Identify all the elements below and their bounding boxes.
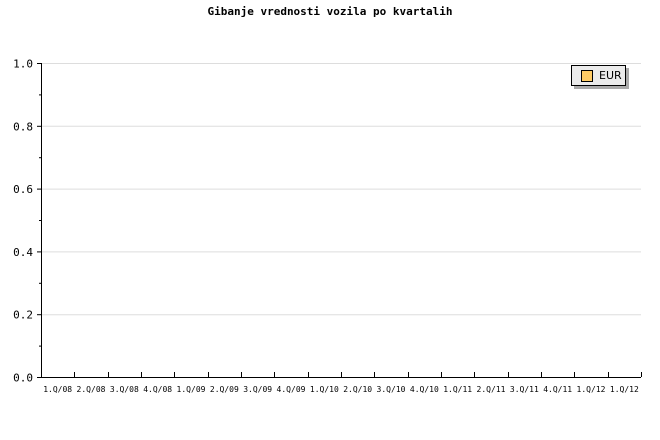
x-tick-label: 1.Q/09 [177, 385, 206, 394]
x-tick-label: 1.Q/11 [443, 385, 472, 394]
y-tick-label: 0.4 [13, 246, 33, 259]
y-tick-label: 0.0 [13, 372, 33, 385]
x-tick-label: 3.Q/11 [510, 385, 539, 394]
x-tick-label: 2.Q/10 [343, 385, 372, 394]
y-tick-label: 0.8 [13, 120, 33, 133]
x-tick-label: 3.Q/10 [377, 385, 406, 394]
y-tick-label: 1.0 [13, 58, 33, 71]
x-tick-label: 2.Q/08 [77, 385, 106, 394]
x-tick-label: 1.Q/12 [610, 385, 639, 394]
x-tick-label: 4.Q/11 [543, 385, 572, 394]
chart-title: Gibanje vrednosti vozila po kvartalih [207, 5, 452, 18]
x-tick-label: 4.Q/09 [277, 385, 306, 394]
legend-swatch-eur [581, 69, 593, 82]
legend: EUR [571, 65, 626, 86]
x-tick-label: 4.Q/10 [410, 385, 439, 394]
y-tick-label: 0.2 [13, 309, 33, 322]
x-tick-label: 2.Q/09 [210, 385, 239, 394]
x-tick-label: 4.Q/08 [143, 385, 172, 394]
y-tick-label: 0.6 [13, 183, 33, 196]
x-tick-label: 1.Q/08 [43, 385, 72, 394]
x-tick-label: 1.Q/10 [310, 385, 339, 394]
x-tick-label: 2.Q/11 [477, 385, 506, 394]
x-tick-label: 3.Q/08 [110, 385, 139, 394]
x-tick-label: 3.Q/09 [243, 385, 272, 394]
x-tick-label: 1.Q/12 [577, 385, 606, 394]
legend-label-eur: EUR [599, 69, 622, 82]
